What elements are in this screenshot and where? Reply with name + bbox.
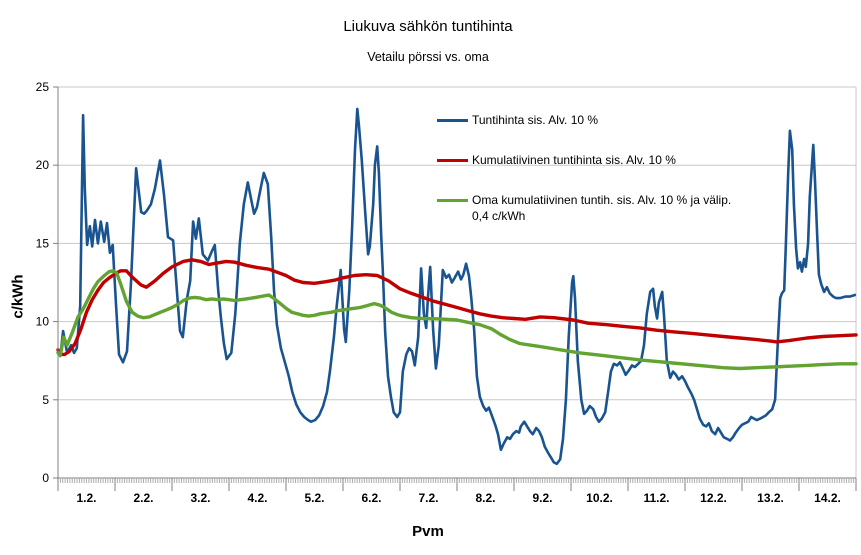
x-tick-label: 5.2. [304,491,324,505]
x-tick-label: 10.2. [586,491,613,505]
legend-label-3: Oma kumulatiivinen tuntih. sis. Alv. 10 … [472,193,732,223]
legend-item-3: Oma kumulatiivinen tuntih. sis. Alv. 10 … [437,192,731,224]
x-tick-label: 7.2. [418,491,438,505]
legend-swatch-3 [437,199,468,202]
x-tick-label: 6.2. [361,491,381,505]
chart-subtitle: Vetailu pörssi vs. oma [367,50,489,64]
x-tick-label: 14.2. [814,491,841,505]
x-tick-label: 11.2. [643,491,669,505]
y-tick-label: 20 [36,158,50,172]
legend: Tuntihinta sis. Alv. 10 % Kumulatiivinen … [437,112,731,224]
legend-swatch-2 [437,159,468,162]
y-tick-label: 0 [42,471,49,485]
legend-item-1: Tuntihinta sis. Alv. 10 % [437,112,731,128]
y-tick-label: 5 [42,393,49,407]
x-tick-label: 8.2. [475,491,495,505]
x-tick-label: 12.2. [700,491,727,505]
y-tick-label: 15 [36,236,50,250]
x-tick-label: 4.2. [247,491,267,505]
y-tick-label: 10 [36,315,50,329]
chart-title: Liukuva sähkön tuntihinta [343,18,513,35]
x-tick-label: 3.2. [190,491,210,505]
series-line-1 [56,107,857,466]
series-line-2 [56,258,858,357]
x-axis-title: Pvm [412,523,444,540]
legend-swatch-1 [437,119,468,122]
legend-item-2: Kumulatiivinen tuntihinta sis. Alv. 10 % [437,152,731,168]
x-tick-label: 2.2. [133,491,153,505]
series-line-3 [56,269,858,371]
x-tick-label: 13.2. [757,491,784,505]
x-tick-label: 9.2. [532,491,552,505]
y-tick-label: 25 [36,80,50,94]
x-tick-label: 1.2. [76,491,96,505]
legend-label-1: Tuntihinta sis. Alv. 10 % [472,113,599,127]
legend-label-2: Kumulatiivinen tuntihinta sis. Alv. 10 % [472,153,676,167]
y-axis-title: c/kWh [9,274,27,319]
